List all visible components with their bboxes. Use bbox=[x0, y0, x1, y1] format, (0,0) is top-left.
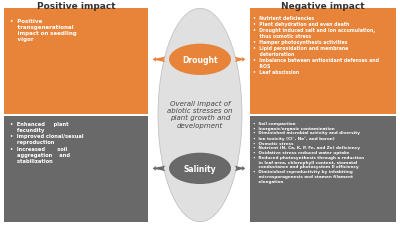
FancyBboxPatch shape bbox=[250, 117, 396, 222]
Text: •  Positive
    transgenerational
    impact on seedling
    vigor: • Positive transgenerational impact on s… bbox=[10, 18, 77, 42]
Text: •  Soil compaction
•  Inorganic/organic contamination
•  Diminished microbial ac: • Soil compaction • Inorganic/organic co… bbox=[253, 121, 364, 183]
Text: •  Enhanced     plant
    fecundity
•  Improved clonal/sexual
    reproduction
•: • Enhanced plant fecundity • Improved cl… bbox=[10, 121, 84, 163]
Text: Positive impact: Positive impact bbox=[37, 2, 115, 11]
FancyBboxPatch shape bbox=[4, 9, 148, 114]
Ellipse shape bbox=[169, 44, 231, 76]
Text: •  Nutrient deficiencies
•  Plant dehydration and even death
•  Drought induced : • Nutrient deficiencies • Plant dehydrat… bbox=[253, 16, 379, 75]
Ellipse shape bbox=[158, 9, 242, 222]
FancyBboxPatch shape bbox=[4, 117, 148, 222]
Text: Drought: Drought bbox=[182, 56, 218, 64]
Text: Negative impact: Negative impact bbox=[281, 2, 365, 11]
Text: Overall impact of
abiotic stresses on
plant growth and
development: Overall impact of abiotic stresses on pl… bbox=[167, 101, 233, 128]
Ellipse shape bbox=[169, 153, 231, 184]
Text: Salinity: Salinity bbox=[184, 164, 216, 173]
FancyBboxPatch shape bbox=[250, 9, 396, 114]
